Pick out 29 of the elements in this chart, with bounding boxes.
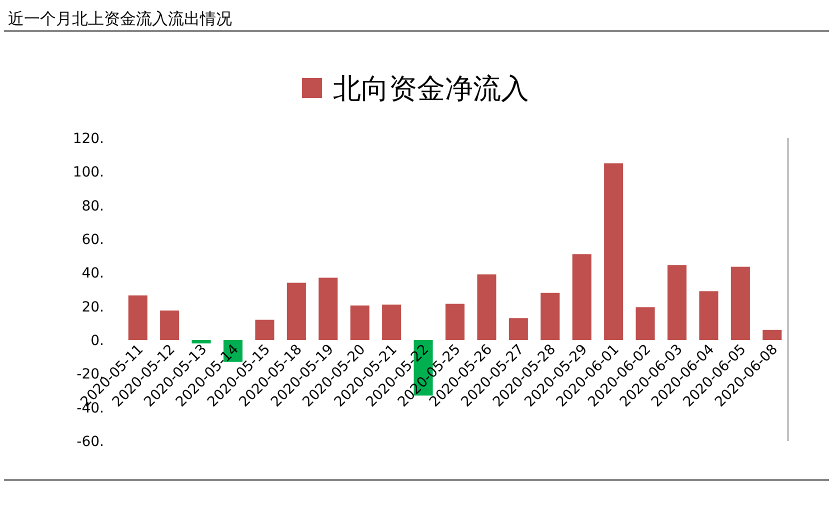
y-tick-label: 0. bbox=[90, 333, 104, 349]
bar bbox=[667, 265, 687, 340]
bar bbox=[318, 278, 338, 340]
bar bbox=[286, 282, 306, 340]
bar bbox=[604, 163, 624, 340]
bar bbox=[160, 310, 180, 340]
bar bbox=[477, 274, 496, 340]
y-tick-label: 80. bbox=[82, 198, 104, 214]
bar bbox=[730, 266, 750, 340]
y-tick-label: 100. bbox=[72, 164, 104, 181]
chart-title: 近一个月北上资金流入流出情况 bbox=[8, 9, 232, 28]
y-tick-label: 40. bbox=[82, 266, 104, 282]
bar bbox=[350, 305, 370, 340]
bar bbox=[762, 330, 782, 340]
bar bbox=[382, 304, 402, 340]
bar bbox=[445, 304, 465, 340]
y-tick-label: -60. bbox=[76, 434, 104, 450]
bar bbox=[572, 254, 592, 340]
bar bbox=[636, 307, 655, 340]
y-tick-label: 20. bbox=[82, 299, 104, 316]
y-tick-label: 120. bbox=[72, 131, 104, 147]
y-tick-label: 60. bbox=[82, 232, 104, 248]
bar bbox=[192, 340, 211, 344]
bar bbox=[255, 320, 274, 340]
bar bbox=[699, 291, 718, 340]
bar bbox=[508, 318, 528, 340]
bar bbox=[128, 295, 148, 340]
legend-label: 北向资金净流入 bbox=[333, 72, 529, 105]
bar bbox=[540, 292, 560, 340]
